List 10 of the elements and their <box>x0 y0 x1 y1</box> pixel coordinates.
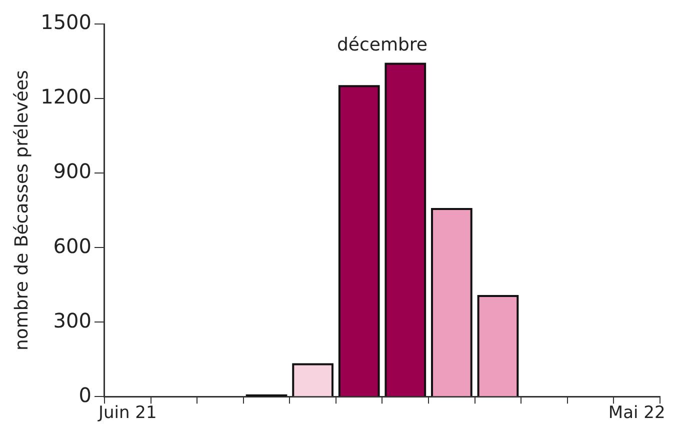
y-axis-title: nombre de Bécasses prélevées <box>11 70 32 351</box>
y-tick-label: 900 <box>53 159 92 184</box>
y-tick-label: 1200 <box>40 84 92 109</box>
y-tick-label: 600 <box>53 234 92 258</box>
y-tick-label: 300 <box>53 308 92 332</box>
y-tick-label: 0 <box>78 382 92 407</box>
y-tick-label: 1500 <box>40 10 92 34</box>
x-tick-label: Juin 21 <box>97 403 157 424</box>
annotation: décembre <box>336 34 428 56</box>
x-tick-label: Mai 22 <box>608 403 666 424</box>
